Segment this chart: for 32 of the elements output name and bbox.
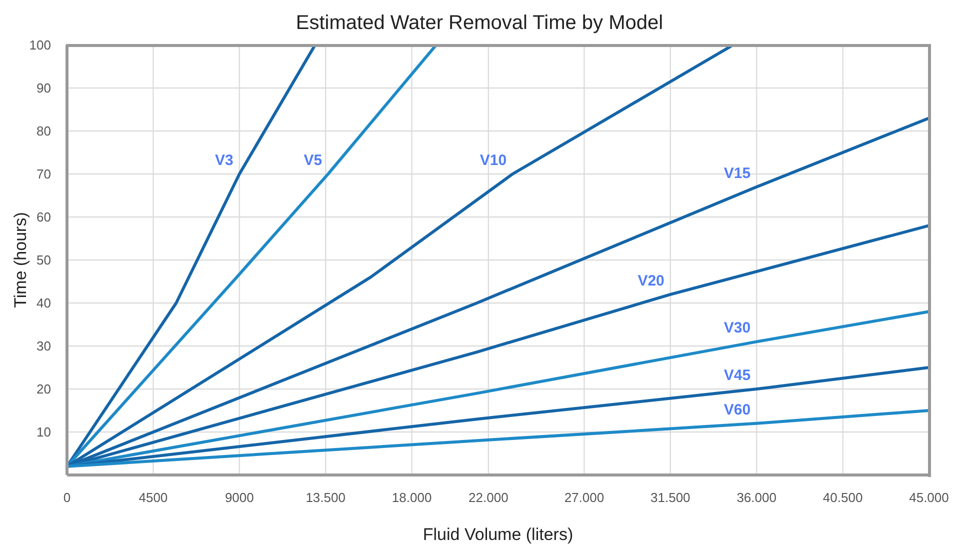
- x-tick-label: 31.500: [650, 490, 690, 506]
- x-tick-label: 40.500: [822, 490, 863, 506]
- y-tick-label: 20: [36, 382, 51, 397]
- x-tick-label: 27.000: [564, 490, 604, 506]
- x-tick-label: 36.000: [736, 490, 776, 506]
- series-label: V3: [215, 152, 234, 169]
- y-axis-title: Time (hours): [11, 212, 30, 308]
- series-label: V10: [480, 152, 507, 169]
- series-label: V5: [304, 152, 322, 169]
- y-tick-label: 40: [36, 296, 51, 311]
- y-tick-label: 70: [36, 166, 51, 182]
- y-tick-label: 10: [36, 424, 51, 440]
- x-tick-label: 45.000: [909, 490, 949, 506]
- x-tick-label: 0: [63, 490, 71, 506]
- series-label: V60: [724, 401, 751, 418]
- series-label: V30: [724, 320, 751, 337]
- x-tick-label: 18.000: [392, 490, 432, 506]
- y-tick-label: 50: [36, 252, 51, 268]
- series-label: V45: [724, 367, 751, 384]
- x-tick-label: 4500: [138, 490, 168, 506]
- y-tick-label: 90: [36, 80, 51, 96]
- chart-title: Estimated Water Removal Time by Model: [294, 12, 664, 35]
- y-tick-label: 60: [36, 210, 51, 225]
- x-tick-label: 9000: [224, 490, 254, 506]
- series-label: V15: [724, 164, 751, 182]
- series-label: V20: [638, 272, 664, 290]
- x-tick-label: 22.000: [468, 490, 508, 506]
- y-tick-label: 100: [29, 38, 51, 53]
- y-tick-label: 30: [36, 338, 51, 354]
- x-tick-label: 13.500: [306, 490, 346, 506]
- y-tick-label: 80: [36, 124, 51, 139]
- x-axis-title: Fluid Volume (liters): [422, 525, 574, 544]
